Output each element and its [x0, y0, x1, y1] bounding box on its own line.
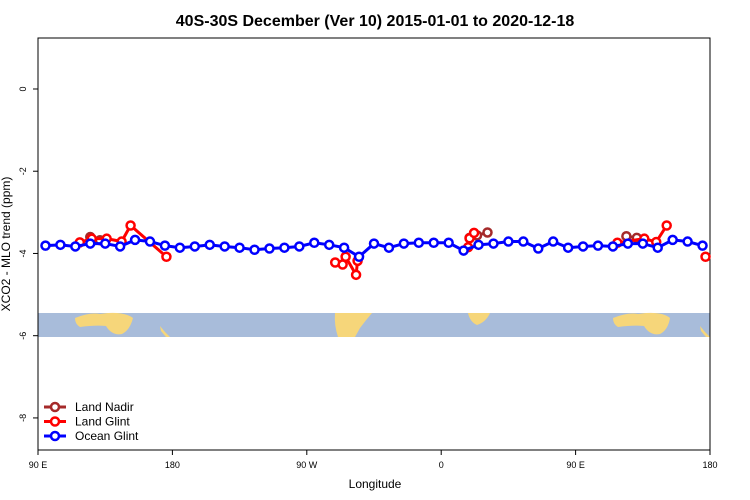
data-point [468, 227, 480, 239]
y-tick-label: -2 [18, 167, 28, 175]
data-point [125, 220, 136, 231]
data-point [661, 220, 672, 231]
x-tick-label: 90 W [296, 460, 318, 470]
y-tick-label: 0 [18, 86, 28, 91]
y-axis-label: XCO2 - MLO trend (ppm) [0, 177, 13, 312]
legend-label: Land Glint [75, 415, 130, 429]
data-point [189, 241, 201, 252]
data-point [488, 238, 499, 249]
data-point [368, 238, 380, 249]
data-point [294, 241, 305, 252]
data-point [637, 238, 649, 249]
data-point [204, 239, 215, 251]
data-point [482, 227, 493, 238]
map-strip [38, 312, 710, 337]
data-point [264, 243, 275, 254]
legend-marker [49, 401, 61, 413]
x-tick-label: 90 E [566, 460, 585, 470]
data-point [85, 238, 96, 249]
data-point [443, 237, 454, 249]
data-point [547, 236, 559, 247]
data-point [338, 242, 350, 253]
data-point [652, 242, 663, 253]
data-point [161, 251, 172, 262]
data-point [114, 241, 126, 252]
data-point [99, 238, 111, 249]
data-point [473, 239, 484, 251]
data-point [323, 239, 335, 251]
data-point [40, 240, 51, 251]
x-tick-label: 90 E [29, 460, 48, 470]
x-tick-label: 180 [165, 460, 180, 470]
x-tick-label: 180 [702, 460, 717, 470]
data-point [174, 242, 186, 253]
data-point [518, 236, 529, 247]
y-tick-label: -6 [18, 332, 28, 340]
legend-marker [49, 430, 61, 442]
legend-label: Land Nadir [75, 400, 134, 414]
data-point [458, 245, 469, 256]
y-tick-label: -4 [18, 249, 28, 257]
data-point [398, 238, 410, 249]
legend-label: Ocean Glint [75, 429, 139, 443]
data-point [562, 242, 574, 253]
data-point [55, 239, 66, 251]
legend-marker [49, 416, 61, 427]
data-point [129, 234, 141, 246]
data-point [607, 241, 619, 252]
data-point [279, 242, 290, 253]
data-point [622, 238, 634, 249]
data-point [428, 237, 439, 249]
data-point [159, 240, 171, 251]
plot-frame [37, 37, 711, 451]
data-point [592, 240, 604, 251]
data-point [350, 269, 362, 281]
y-tick-label: -8 [18, 414, 28, 422]
data-point [697, 240, 708, 251]
data-point [70, 241, 81, 252]
data-point [234, 242, 245, 253]
data-point [219, 241, 230, 252]
data-point [413, 237, 425, 249]
data-point [249, 244, 260, 256]
data-point [353, 251, 365, 262]
data-point [144, 236, 156, 247]
chart-title: 40S-30S December (Ver 10) 2015-01-01 to … [176, 13, 575, 30]
x-axis-label: Longitude [349, 477, 402, 491]
data-point [700, 251, 711, 262]
data-point [667, 234, 678, 246]
x-tick-label: 0 [439, 460, 444, 470]
data-point [533, 243, 544, 254]
data-point [340, 251, 351, 262]
data-point [682, 236, 693, 247]
data-point [309, 237, 320, 249]
data-point [383, 242, 395, 253]
data-point [577, 241, 589, 252]
data-point [503, 236, 514, 247]
